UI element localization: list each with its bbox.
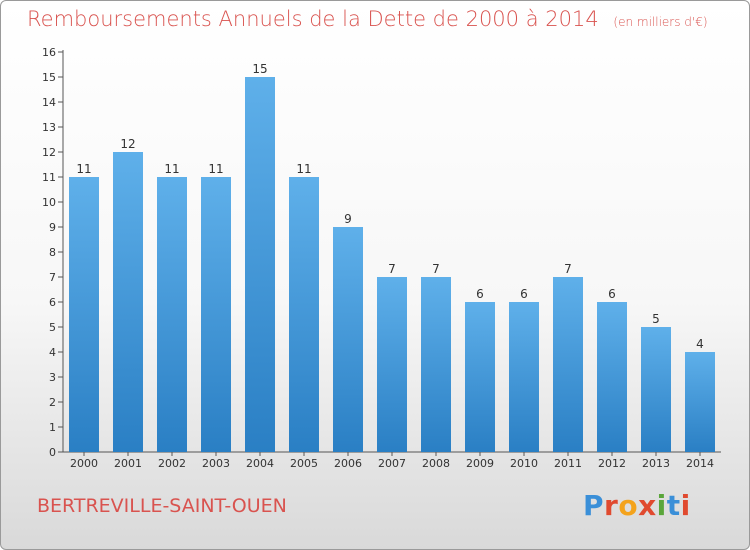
x-tick-label: 2012 [598, 457, 626, 470]
logo-letter: P [583, 489, 605, 522]
logo-letter: i [656, 489, 667, 522]
bar [201, 177, 231, 452]
x-tick-label: 2005 [290, 457, 318, 470]
data-label: 7 [388, 262, 396, 276]
logo-letter: t [666, 489, 681, 522]
y-tick-label: 11 [42, 171, 56, 184]
data-label: 11 [76, 162, 91, 176]
bar [157, 177, 187, 452]
bar [685, 352, 715, 452]
data-label: 7 [432, 262, 440, 276]
chart-title: Remboursements Annuels de la Dette de 20… [27, 7, 708, 31]
bar [421, 277, 451, 452]
y-tick-label: 0 [49, 446, 56, 459]
proxiti-logo: Proxiti [583, 489, 691, 522]
x-tick-label: 2002 [158, 457, 186, 470]
bar [377, 277, 407, 452]
logo-letter: i [680, 489, 691, 522]
y-tick-label: 3 [49, 371, 56, 384]
y-tick-label: 16 [42, 46, 56, 59]
data-label: 9 [344, 212, 352, 226]
y-tick-label: 8 [49, 246, 56, 259]
x-tick-label: 2007 [378, 457, 406, 470]
logo-letter: r [604, 489, 619, 522]
y-tick-label: 10 [42, 196, 56, 209]
x-tick-label: 2004 [246, 457, 274, 470]
x-tick-label: 2008 [422, 457, 450, 470]
x-tick-label: 2014 [686, 457, 714, 470]
bar [69, 177, 99, 452]
y-tick-label: 7 [49, 271, 56, 284]
bar [113, 152, 143, 452]
logo-letter: o [618, 489, 639, 522]
chart-unit: (en milliers d'€) [613, 15, 708, 29]
y-tick-label: 13 [42, 121, 56, 134]
chart-title-text: Remboursements Annuels de la Dette de 20… [27, 7, 599, 31]
x-tick-label: 2010 [510, 457, 538, 470]
y-tick-label: 12 [42, 146, 56, 159]
bar [509, 302, 539, 452]
data-label: 4 [696, 337, 704, 351]
bar [553, 277, 583, 452]
bar [333, 227, 363, 452]
y-tick-label: 14 [42, 96, 56, 109]
x-tick-label: 2011 [554, 457, 582, 470]
data-label: 6 [608, 287, 616, 301]
data-label: 6 [520, 287, 528, 301]
y-tick-label: 9 [49, 221, 56, 234]
bar [465, 302, 495, 452]
logo-letter: x [638, 489, 657, 522]
data-label: 11 [296, 162, 311, 176]
data-label: 5 [652, 312, 660, 326]
data-label: 15 [252, 62, 267, 76]
data-label: 11 [164, 162, 179, 176]
x-tick-label: 2013 [642, 457, 670, 470]
bar [245, 77, 275, 452]
bar [289, 177, 319, 452]
y-tick-label: 5 [49, 321, 56, 334]
x-tick-label: 2003 [202, 457, 230, 470]
x-tick-label: 2006 [334, 457, 362, 470]
data-label: 6 [476, 287, 484, 301]
x-tick-label: 2001 [114, 457, 142, 470]
data-label: 11 [208, 162, 223, 176]
data-label: 12 [120, 137, 135, 151]
data-label: 7 [564, 262, 572, 276]
bar [597, 302, 627, 452]
y-tick-label: 2 [49, 396, 56, 409]
y-tick-label: 15 [42, 71, 56, 84]
x-tick-label: 2000 [70, 457, 98, 470]
x-tick-label: 2009 [466, 457, 494, 470]
city-name: BERTREVILLE-SAINT-OUEN [37, 495, 287, 517]
y-tick-label: 4 [49, 346, 56, 359]
y-tick-label: 6 [49, 296, 56, 309]
bar [641, 327, 671, 452]
y-tick-label: 1 [49, 421, 56, 434]
